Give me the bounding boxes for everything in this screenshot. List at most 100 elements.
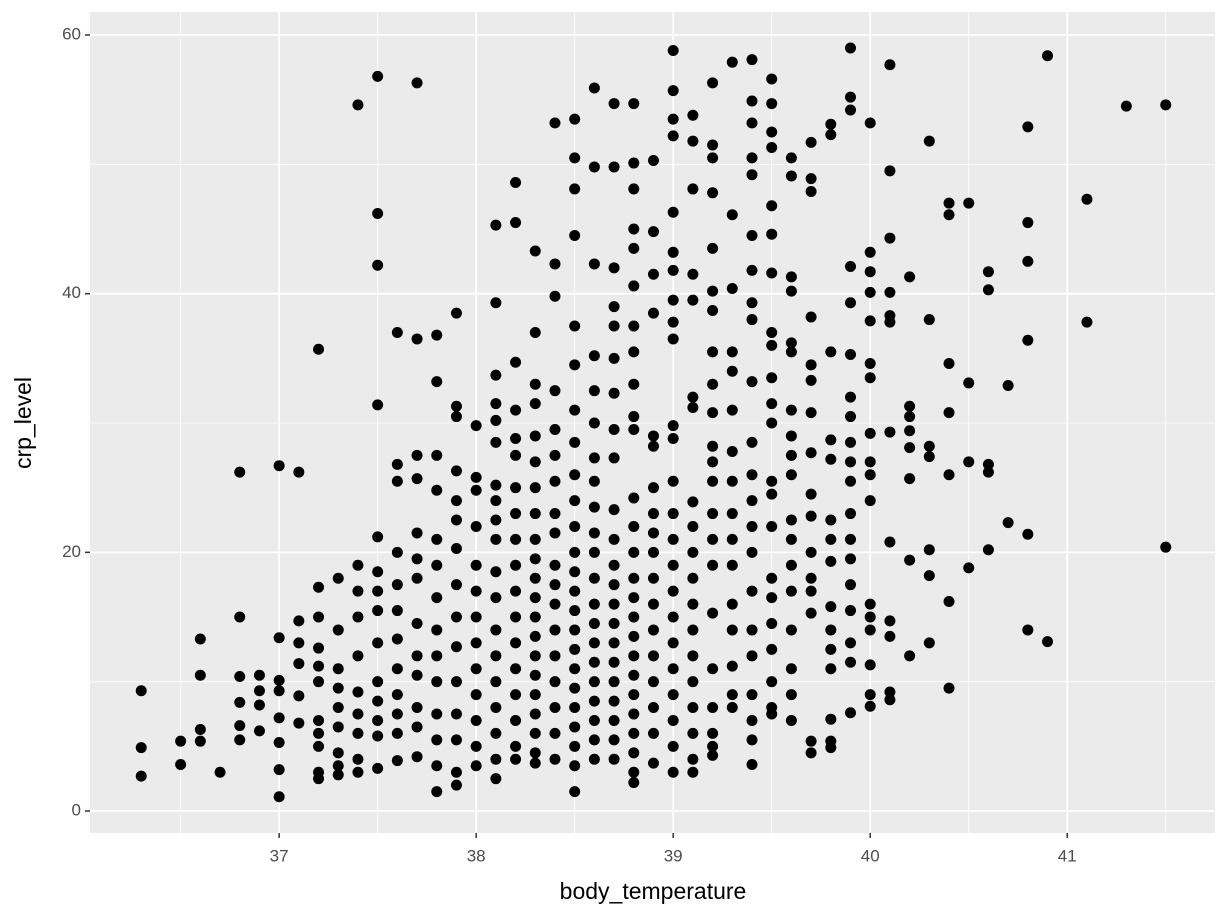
point	[234, 671, 246, 683]
point	[529, 592, 541, 604]
point	[608, 98, 620, 110]
point	[431, 624, 443, 636]
point	[313, 642, 325, 654]
point	[785, 663, 797, 675]
point	[864, 469, 876, 481]
point	[411, 572, 423, 584]
point	[904, 442, 916, 454]
point	[687, 496, 699, 508]
point	[805, 735, 817, 747]
point	[746, 264, 758, 276]
point	[667, 559, 679, 571]
point	[431, 650, 443, 662]
point	[963, 456, 975, 468]
point	[746, 585, 758, 597]
point	[1160, 99, 1172, 111]
point	[707, 749, 719, 761]
point	[569, 520, 581, 532]
point	[943, 197, 955, 209]
point	[549, 753, 561, 765]
point	[864, 266, 876, 278]
point	[608, 533, 620, 545]
point	[628, 411, 640, 423]
point	[825, 663, 837, 675]
point	[766, 572, 778, 584]
point	[569, 469, 581, 481]
point	[805, 546, 817, 558]
point	[510, 533, 522, 545]
point	[845, 605, 857, 617]
point	[628, 630, 640, 642]
point	[529, 611, 541, 623]
point	[667, 433, 679, 445]
point	[608, 423, 620, 435]
point	[707, 456, 719, 468]
point	[746, 436, 758, 448]
point	[982, 466, 994, 478]
point	[608, 714, 620, 726]
point	[687, 109, 699, 121]
point	[864, 700, 876, 712]
point	[845, 261, 857, 273]
point	[569, 663, 581, 675]
point	[411, 333, 423, 345]
point	[529, 245, 541, 257]
point	[864, 659, 876, 671]
point	[726, 624, 738, 636]
point	[864, 117, 876, 129]
point	[608, 656, 620, 668]
point	[588, 258, 600, 270]
point	[707, 663, 719, 675]
point	[194, 724, 206, 736]
point	[569, 404, 581, 416]
point	[588, 572, 600, 584]
point	[647, 226, 659, 238]
point	[490, 533, 502, 545]
point	[510, 585, 522, 597]
point	[352, 766, 364, 778]
point	[391, 458, 403, 470]
point	[1120, 100, 1132, 112]
point	[569, 183, 581, 195]
point	[411, 669, 423, 681]
point	[766, 142, 778, 154]
point	[470, 420, 482, 432]
point	[864, 427, 876, 439]
point	[372, 566, 384, 578]
point	[647, 268, 659, 280]
point	[805, 447, 817, 459]
point	[470, 559, 482, 571]
point	[766, 339, 778, 351]
point	[864, 598, 876, 610]
point	[332, 663, 344, 675]
point	[588, 385, 600, 397]
point	[431, 559, 443, 571]
point	[490, 219, 502, 231]
point	[785, 514, 797, 526]
point	[352, 753, 364, 765]
x-tick-label: 41	[1058, 846, 1077, 865]
point	[845, 297, 857, 309]
point	[569, 740, 581, 752]
point	[805, 585, 817, 597]
point	[1022, 217, 1034, 229]
point	[588, 452, 600, 464]
point	[391, 579, 403, 591]
point	[707, 607, 719, 619]
point	[667, 45, 679, 57]
point	[470, 714, 482, 726]
point	[588, 501, 600, 513]
point	[628, 650, 640, 662]
point	[431, 449, 443, 461]
point	[569, 566, 581, 578]
point	[490, 727, 502, 739]
point	[372, 637, 384, 649]
point	[667, 420, 679, 432]
point	[766, 398, 778, 410]
point	[864, 624, 876, 636]
point	[529, 747, 541, 759]
x-tick-label: 39	[664, 846, 683, 865]
point	[845, 411, 857, 423]
point	[884, 694, 896, 706]
point	[510, 611, 522, 623]
